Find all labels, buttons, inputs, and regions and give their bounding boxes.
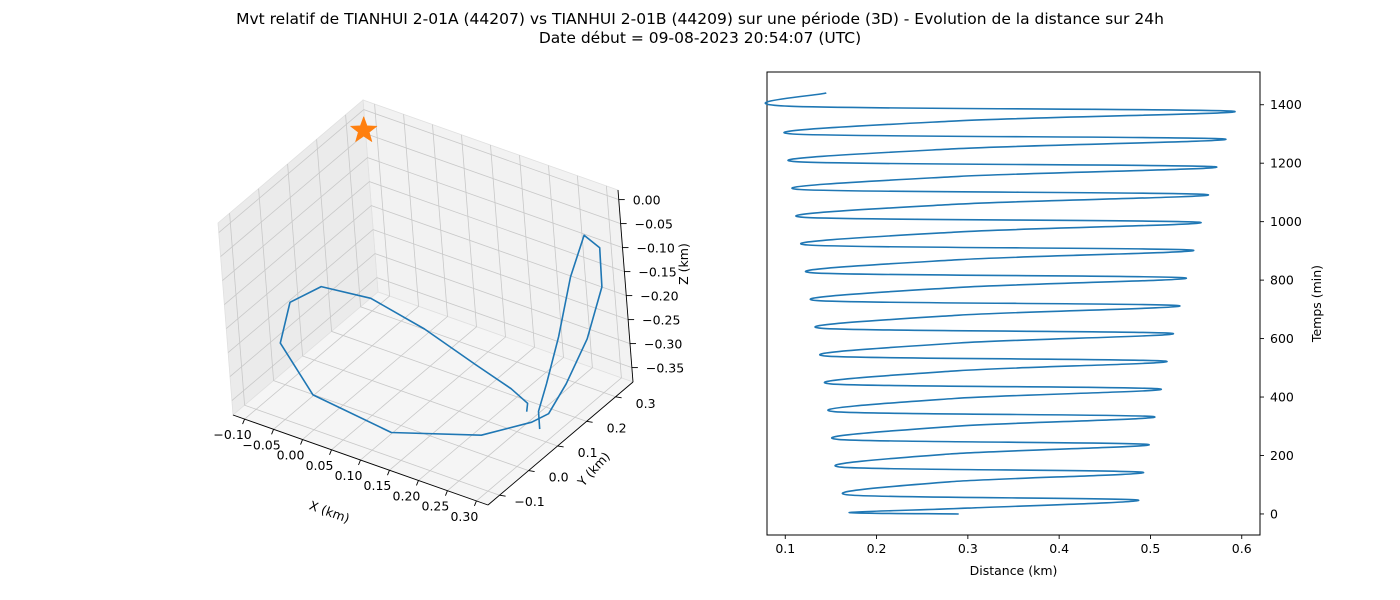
x-tick-label-7: 0.25 xyxy=(422,499,450,514)
z-tick-label-4: −0.20 xyxy=(640,289,678,304)
y-tick-1 xyxy=(528,470,535,473)
y-tick-label-5: 1000 xyxy=(1270,214,1302,229)
z-tick-label-6: −0.30 xyxy=(644,337,682,352)
grid-y-0 xyxy=(229,213,500,496)
x-tick-label-0: −0.10 xyxy=(213,427,251,442)
x-tick-label-3: 0.4 xyxy=(1049,541,1069,556)
distance-line-0 xyxy=(764,92,1236,515)
x-tick-6 xyxy=(416,480,419,486)
grid-y-4 xyxy=(345,114,616,398)
grid-x-3 xyxy=(331,134,477,451)
grid-z-4 xyxy=(226,205,627,329)
z-tick-label-1: −0.05 xyxy=(635,217,673,232)
x-tick-0 xyxy=(242,418,246,425)
grid-z-2 xyxy=(222,157,623,281)
x-tick-label-4: 0.5 xyxy=(1140,541,1160,556)
z-tick-label-0: 0.00 xyxy=(633,193,661,208)
y-tick-label-3: 600 xyxy=(1270,331,1294,346)
grid-z-6 xyxy=(229,253,631,377)
x-axis-label: Distance (km) xyxy=(970,563,1058,578)
distance-time-plot: 0.1 0.2 0.3 0.4 0.5 0.6 0 200 400 600 800 1000 1200 1… xyxy=(764,71,1324,578)
x-tick-label-6: 0.20 xyxy=(393,488,421,503)
grid-x-1 xyxy=(273,114,420,430)
grid-y-2 xyxy=(287,163,558,447)
title-line-1: Mvt relatif de TIANHUI 2-01A (44207) vs … xyxy=(236,10,1164,28)
y-tick-label-3: 0.2 xyxy=(607,420,627,435)
x-tick-1 xyxy=(271,429,274,435)
x-tick-label-8: 0.30 xyxy=(450,509,478,524)
x-tick-3 xyxy=(329,449,332,455)
y-tick-label-2: 0.1 xyxy=(578,445,598,460)
x-tick-5 xyxy=(387,470,390,476)
origin-star-marker xyxy=(349,115,378,143)
z-axis-line xyxy=(617,189,634,383)
x-tick-2 xyxy=(300,439,303,445)
y-tick-label-0: −0.1 xyxy=(514,494,544,509)
trajectory-3d-plot: −0.10−0.050.000.050.100.150.200.250.30−0… xyxy=(213,99,691,526)
y-tick-label-6: 1200 xyxy=(1270,156,1302,171)
grid-y-3 xyxy=(316,139,587,422)
x-tick-label-5: 0.15 xyxy=(364,478,392,493)
y-tick-label-0: 0 xyxy=(1270,506,1278,521)
grid-z-0 xyxy=(218,109,619,233)
x-tick-label-2: 0.00 xyxy=(277,448,305,463)
x-tick-label-4: 0.10 xyxy=(335,468,363,483)
grid-x-2 xyxy=(302,124,448,440)
grid-z-7 xyxy=(231,277,633,401)
z-tick-label-5: −0.25 xyxy=(642,313,680,328)
x-tick-label-1: −0.05 xyxy=(242,437,280,452)
x-axis-label: X (km) xyxy=(307,498,351,526)
y-tick-label-2: 400 xyxy=(1270,390,1294,405)
x-tick-label-5: 0.6 xyxy=(1232,541,1252,556)
trajectory-line-0 xyxy=(279,234,603,437)
y-tick-4 xyxy=(615,396,622,399)
x-tick-7 xyxy=(445,490,448,496)
grid-y-1 xyxy=(258,188,529,471)
grid-z-5 xyxy=(227,229,629,353)
y-tick-label-4: 0.3 xyxy=(636,396,656,411)
x-tick-label-1: 0.2 xyxy=(867,541,887,556)
z-tick-label-2: −0.10 xyxy=(637,241,675,256)
z-axis-label: Z (km) xyxy=(676,243,691,285)
z-tick-label-7: −0.35 xyxy=(646,361,684,376)
x-tick-8 xyxy=(473,500,477,507)
x-tick-label-3: 0.05 xyxy=(306,458,334,473)
figure-title: Mvt relatif de TIANHUI 2-01A (44207) vs … xyxy=(0,10,1400,48)
y-tick-label-4: 800 xyxy=(1270,273,1294,288)
grid-x-8 xyxy=(476,185,622,502)
y-tick-label-7: 1400 xyxy=(1270,97,1302,112)
y-tick-0 xyxy=(499,494,506,497)
y-tick-2 xyxy=(557,445,564,448)
y-tick-label-1: 0.0 xyxy=(549,470,569,485)
grid-x-4 xyxy=(360,144,506,461)
x-tick-label-2: 0.3 xyxy=(958,541,978,556)
grid-z-3 xyxy=(224,181,625,305)
z-tick-label-3: −0.15 xyxy=(638,265,676,280)
x-tick-4 xyxy=(358,459,361,466)
title-line-2: Date début = 09-08-2023 20:54:07 (UTC) xyxy=(538,29,862,47)
y-tick-label-1: 200 xyxy=(1270,448,1294,463)
grid-x-5 xyxy=(389,155,535,471)
y-axis-line xyxy=(487,381,634,506)
grid-x-6 xyxy=(418,165,564,481)
y-axis-label: Temps (min) xyxy=(1309,265,1324,343)
x-tick-label-0: 0.1 xyxy=(775,541,795,556)
grid-x-0 xyxy=(244,104,391,420)
y-tick-3 xyxy=(586,420,593,423)
